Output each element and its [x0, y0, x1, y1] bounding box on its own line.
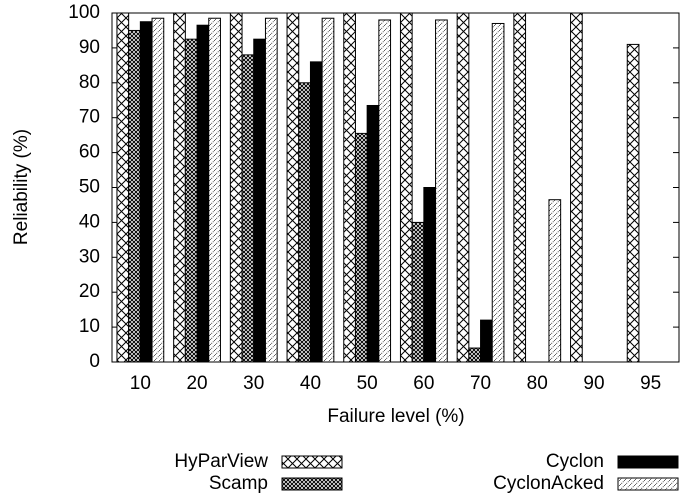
bar [626, 43, 640, 363]
bar [184, 38, 198, 363]
x-tick-label: 10 [130, 373, 151, 394]
bar [208, 17, 221, 363]
legend-label: Cyclon [546, 451, 604, 472]
x-tick-label: 20 [186, 373, 207, 394]
bar [309, 61, 323, 363]
bar [139, 21, 153, 363]
x-axis-label: Failure level (%) [327, 406, 464, 427]
bar [423, 187, 437, 363]
bar [468, 347, 482, 363]
bar [480, 319, 493, 363]
y-tick-label: 40 [79, 211, 100, 232]
bar [116, 12, 130, 363]
bar [253, 38, 266, 363]
bar [151, 17, 165, 363]
x-tick-label: 70 [470, 373, 491, 394]
bar [321, 17, 335, 363]
y-tick-label: 10 [79, 316, 100, 337]
x-tick-label: 40 [300, 373, 321, 394]
bar [570, 12, 583, 363]
legend-swatch [617, 477, 679, 491]
x-tick-label: 90 [583, 373, 604, 394]
y-tick-label: 60 [79, 142, 100, 163]
y-tick-label: 0 [89, 351, 100, 372]
bar [513, 12, 527, 363]
bar [286, 12, 300, 363]
x-tick-label: 95 [640, 373, 661, 394]
bar [435, 19, 448, 363]
bar [264, 17, 278, 363]
bar [366, 104, 380, 363]
bar [411, 221, 425, 363]
bar [173, 12, 186, 363]
plot-frame [111, 12, 680, 363]
legend-swatch [617, 455, 679, 469]
y-tick-label: 90 [79, 37, 100, 58]
y-tick-label: 50 [79, 177, 100, 198]
x-tick-label: 50 [357, 373, 378, 394]
y-tick-label: 70 [79, 107, 100, 128]
bar [298, 82, 311, 363]
legend-swatch [281, 477, 343, 491]
x-tick-label: 30 [243, 373, 264, 394]
bar [343, 12, 356, 363]
bar [491, 22, 505, 363]
bar [196, 24, 210, 363]
bar [548, 199, 562, 363]
legend-swatch [281, 455, 343, 469]
legend-label: HyParView [174, 451, 268, 472]
legend-label: CyclonAcked [493, 473, 604, 494]
bar [456, 12, 470, 363]
x-tick-label: 60 [413, 373, 434, 394]
y-tick-label: 80 [79, 72, 100, 93]
y-axis-label: Reliability (%) [11, 129, 32, 245]
bar [128, 29, 141, 363]
bar [229, 12, 243, 363]
bar [354, 132, 368, 363]
bar [399, 12, 413, 363]
y-tick-label: 20 [79, 281, 100, 302]
bar [378, 19, 392, 363]
x-tick-label: 80 [527, 373, 548, 394]
bar [241, 54, 255, 363]
y-tick-label: 100 [68, 2, 100, 23]
y-tick-label: 30 [79, 246, 100, 267]
legend-label: Scamp [209, 473, 268, 494]
